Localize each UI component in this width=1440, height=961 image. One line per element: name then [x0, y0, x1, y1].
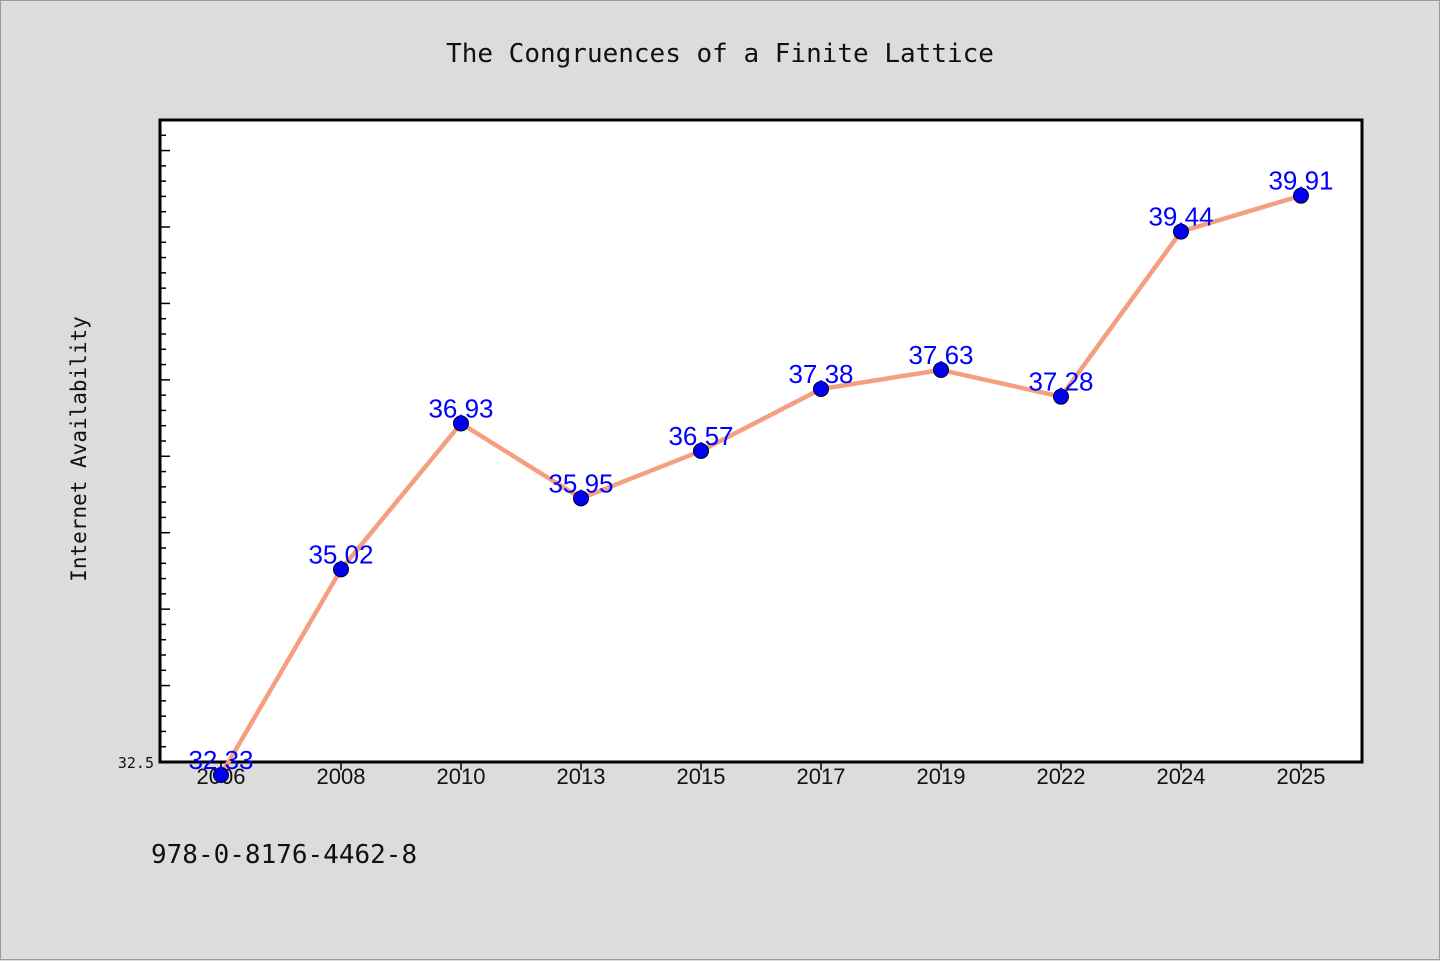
data-point [213, 766, 229, 783]
data-point [1173, 223, 1189, 240]
data-point [1293, 187, 1309, 204]
series-group: 32.33 35.02 36.93 35.95 36.57 37.38 37.63 37.28… [188, 166, 1334, 783]
data-label: 36.93 [428, 393, 493, 423]
y-tick-label: 32.5 [118, 754, 154, 772]
plot-area [158, 118, 1364, 764]
x-tick-label: 2017 [797, 764, 846, 789]
data-label: 37.63 [908, 340, 973, 370]
chart-title: The Congruences of a Finite Lattice [446, 39, 994, 69]
data-point [573, 490, 589, 507]
x-tick-label: 2013 [557, 764, 606, 789]
data-label: 32.33 [188, 745, 253, 775]
x-tick-label: 2019 [917, 764, 966, 789]
data-label: 35.95 [548, 468, 613, 498]
data-point [813, 381, 829, 398]
data-point [453, 415, 469, 432]
data-point [933, 361, 949, 378]
x-tick-label: 2024 [1157, 764, 1206, 789]
y-axis-label: Internet Availability [67, 316, 91, 582]
data-label: 39.44 [1148, 202, 1213, 232]
data-point [693, 442, 709, 459]
data-point [1053, 388, 1069, 405]
data-label: 35.02 [308, 539, 373, 569]
data-point [333, 561, 349, 578]
data-label: 37.28 [1028, 367, 1093, 397]
data-label: 36.57 [668, 421, 733, 451]
x-axis-ticks: 2006200820102013201520172019202220242025 [197, 762, 1326, 789]
x-tick-label: 2015 [677, 764, 726, 789]
isbn-footer: 978-0-8176-4462-8 [151, 840, 417, 870]
x-tick-label: 2022 [1037, 764, 1086, 789]
x-tick-label: 2010 [437, 764, 486, 789]
series-line [218, 193, 1304, 778]
data-label: 37.38 [788, 359, 853, 389]
x-tick-label: 2025 [1277, 764, 1326, 789]
data-label: 39.91 [1268, 166, 1333, 196]
y-axis-ticks: 32.5 [118, 119, 170, 772]
x-tick-label: 2008 [317, 764, 366, 789]
